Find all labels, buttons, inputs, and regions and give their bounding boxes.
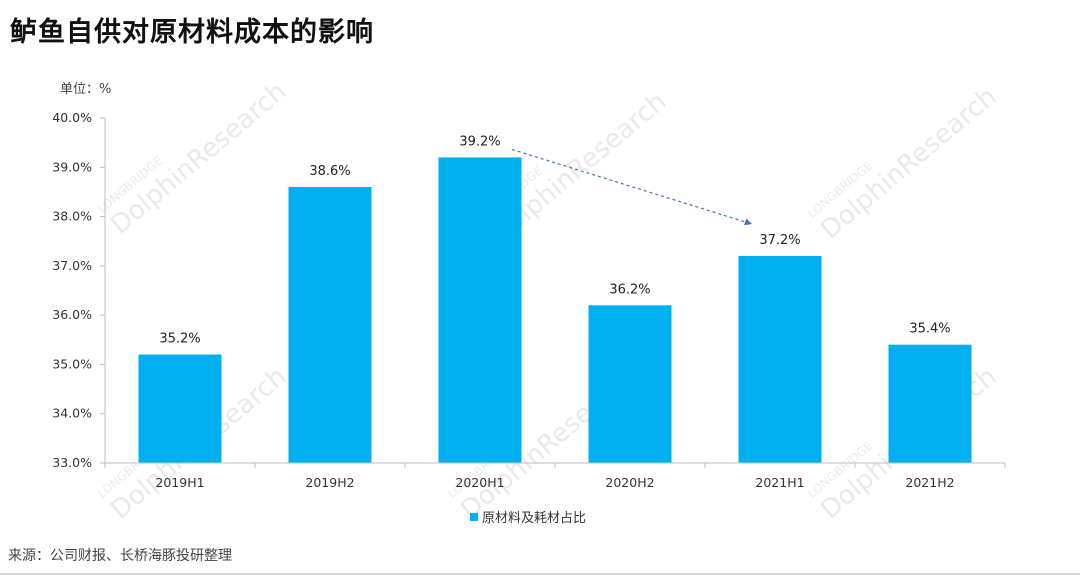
y-tick-label: 39.0% [52, 159, 92, 174]
y-tick-label: 37.0% [52, 258, 92, 273]
data-label: 37.2% [759, 233, 800, 248]
bottom-divider [0, 573, 1080, 575]
data-label: 35.2% [159, 332, 200, 347]
x-tick-label: 2020H2 [605, 475, 654, 490]
legend: 原材料及耗材占比 [470, 511, 586, 526]
bar [288, 187, 372, 463]
data-label: 35.4% [909, 322, 950, 337]
bar [138, 354, 222, 463]
x-tick-label: 2021H1 [755, 475, 804, 490]
y-tick-label: 35.0% [52, 356, 92, 371]
chart-title: 鲈鱼自供对原材料成本的影响 [10, 17, 374, 48]
unit-label: 单位：% [60, 82, 111, 97]
y-tick-label: 34.0% [52, 406, 92, 421]
data-label: 36.2% [609, 282, 650, 297]
y-tick-label: 33.0% [52, 455, 92, 470]
y-tick-label: 38.0% [52, 209, 92, 224]
bar [888, 344, 972, 463]
bar [738, 256, 822, 463]
x-axis: 2019H1 2019H2 2020H1 2020H2 2021H1 2021H2 [104, 462, 1006, 490]
source-note: 来源：公司财报、长桥海豚投研整理 [8, 548, 232, 564]
bar [588, 305, 672, 463]
data-label: 38.6% [309, 164, 350, 179]
watermark-main-text: DolphinResearch [105, 77, 292, 241]
bars-group: 35.2% 38.6% 39.2% 36.2% 37.2% 35.4% [138, 134, 972, 463]
x-tick-label: 2021H2 [905, 475, 954, 490]
bar [438, 157, 522, 463]
x-tick-label: 2020H1 [455, 475, 504, 490]
y-axis: 33.0% 34.0% 35.0% 36.0% 37.0% 38.0% 39.0% 40.0% [52, 110, 106, 470]
legend-label: 原材料及耗材占比 [482, 511, 586, 526]
x-tick-label: 2019H2 [305, 475, 354, 490]
legend-swatch [470, 513, 478, 521]
watermark-main-text: DolphinResearch [815, 82, 1002, 246]
y-tick-label: 40.0% [52, 110, 92, 125]
y-tick-label: 36.0% [52, 307, 92, 322]
x-tick-label: 2019H1 [155, 475, 204, 490]
data-label: 39.2% [459, 134, 500, 149]
